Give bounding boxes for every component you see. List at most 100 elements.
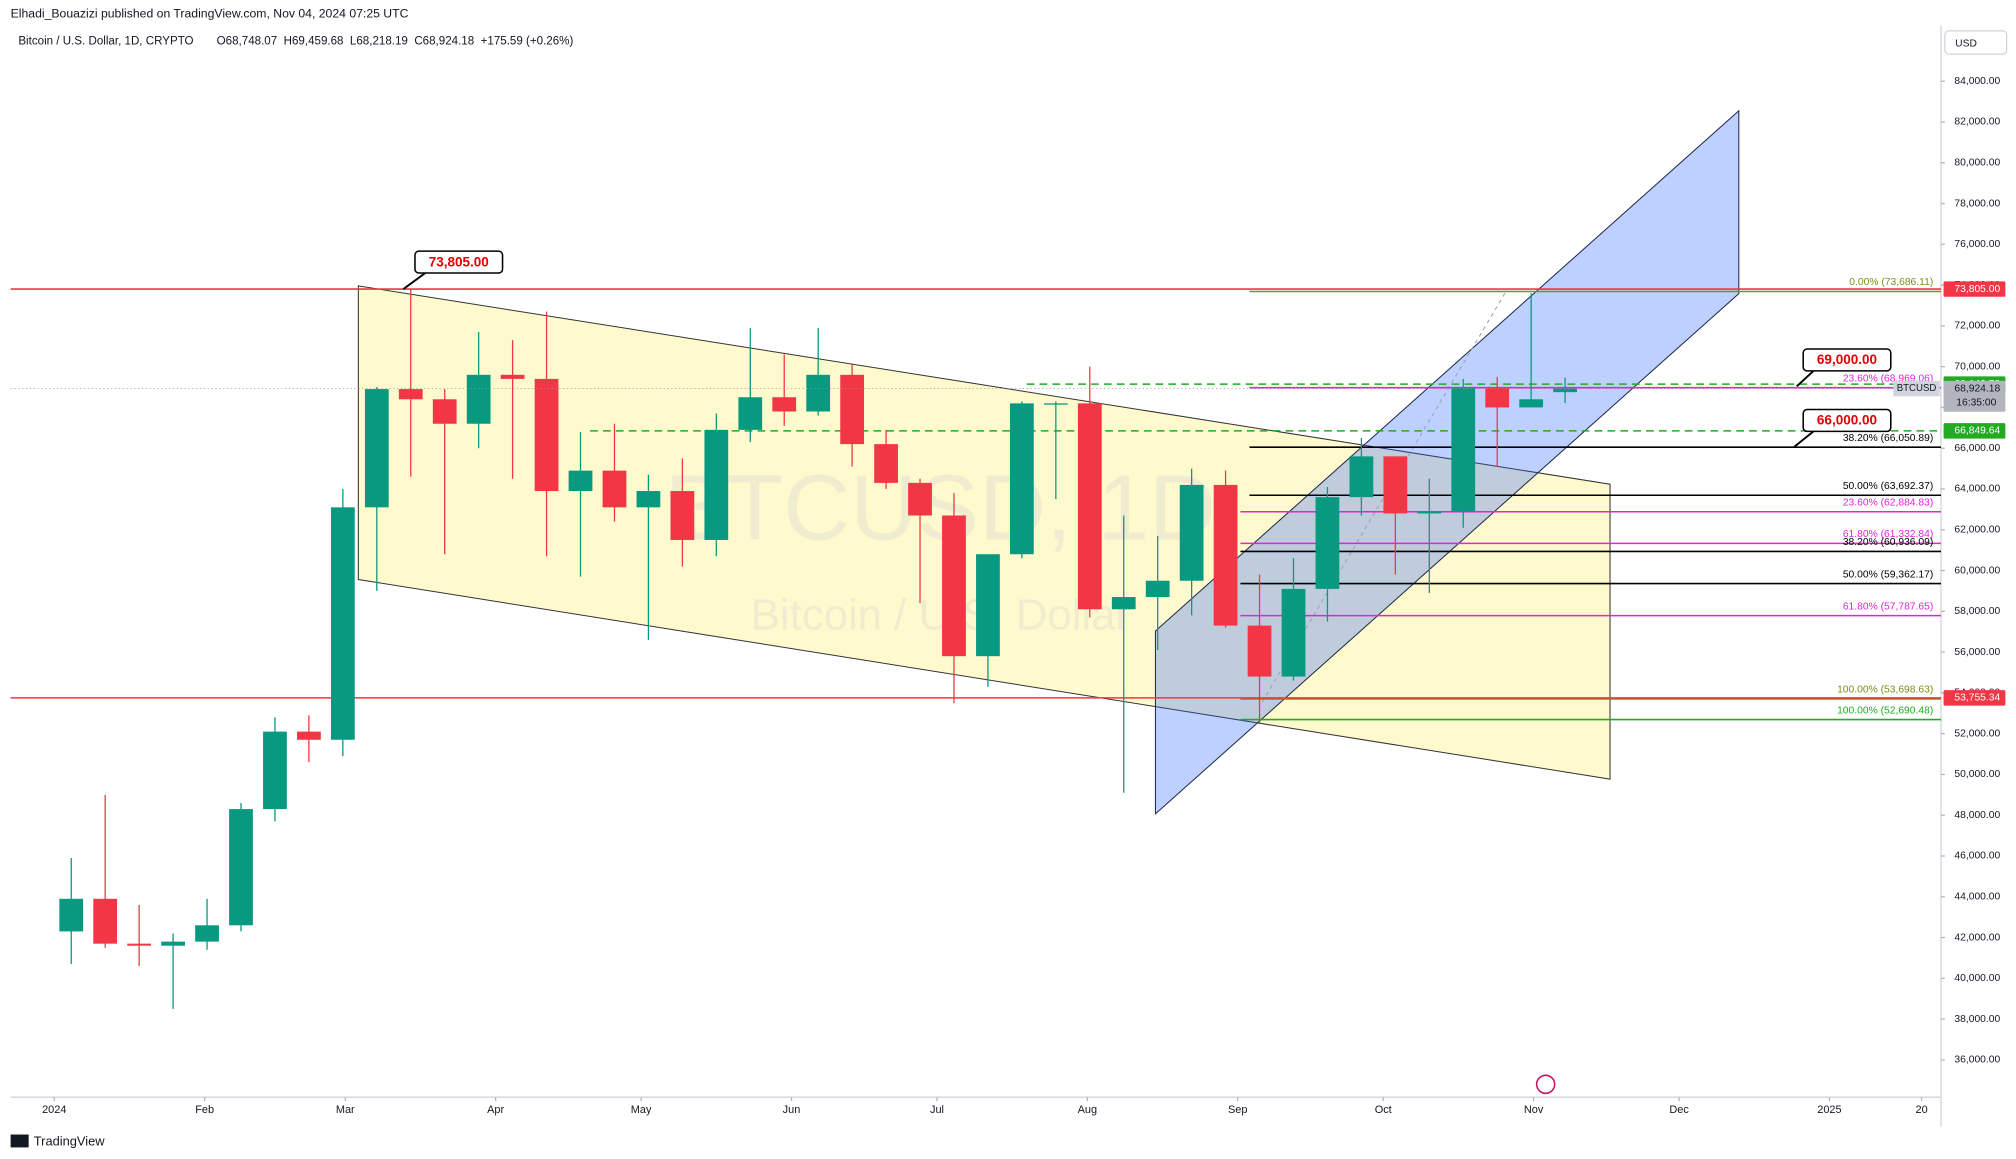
candle-body	[432, 399, 457, 424]
y-tick-label: 78,000.00	[1954, 198, 2000, 209]
price-badge	[1943, 281, 2006, 297]
candle-body	[1349, 456, 1374, 498]
y-tick-label: 80,000.00	[1954, 157, 2000, 168]
candle-body	[364, 389, 389, 508]
candle-body	[1179, 484, 1204, 581]
logo	[10, 1134, 29, 1148]
news-icon[interactable]	[1535, 1074, 1556, 1095]
last-price-badge	[1943, 380, 2006, 412]
y-tick-label: 72,000.00	[1954, 321, 2000, 332]
x-tick-label: Apr	[487, 1104, 504, 1116]
fib-label: 100.00% (53,698.63)	[1837, 685, 1933, 696]
price-badge	[1943, 690, 2006, 706]
y-tick-label: 42,000.00	[1954, 932, 2000, 943]
x-tick-label: Nov	[1524, 1104, 1544, 1116]
candle-body	[1009, 403, 1034, 555]
candle-body	[398, 389, 423, 400]
candle-body	[602, 470, 627, 508]
x-tick-label: Dec	[1669, 1104, 1689, 1116]
candle-body	[93, 898, 118, 944]
candle-body	[976, 554, 1000, 657]
x-tick-label: Jun	[783, 1104, 801, 1116]
candle-body	[466, 374, 491, 424]
candle-body	[195, 925, 219, 942]
callout-box	[1802, 348, 1892, 372]
last-price-label: 68,924.18	[1954, 383, 2000, 394]
candle-body	[534, 378, 559, 492]
x-tick-label: Aug	[1078, 1104, 1097, 1116]
candle-body	[1077, 403, 1102, 610]
y-tick-label: 40,000.00	[1954, 973, 2000, 984]
fib-label: 61.80% (61,332.84)	[1843, 529, 1933, 540]
fib-label: 38.20% (66,050.89)	[1843, 433, 1933, 444]
callout-pointer	[1793, 430, 1815, 448]
y-tick-label: 64,000.00	[1954, 484, 2000, 495]
ohlc-value: +175.59 (+0.26%)	[481, 35, 574, 47]
fib-label: 50.00% (63,692.37)	[1843, 481, 1933, 492]
candle-body	[161, 941, 185, 946]
x-tick-label: 2025	[1817, 1104, 1841, 1116]
fib-label: 23.60% (62,884.83)	[1843, 497, 1933, 508]
y-tick-label: 50,000.00	[1954, 769, 2000, 780]
watermark-name: Bitcoin / U.S. Dollar	[751, 591, 1130, 640]
candle-body	[738, 397, 763, 430]
y-tick-label: 66,000.00	[1954, 443, 2000, 454]
candle-body	[1451, 387, 1476, 512]
candle-body	[297, 731, 321, 740]
y-tick-label: 84,000.00	[1954, 76, 2000, 87]
candle-body	[1111, 597, 1136, 610]
x-tick-label: 2024	[42, 1104, 66, 1116]
y-tick-label: 44,000.00	[1954, 891, 2000, 902]
callout-label: 66,000.00	[1817, 413, 1877, 428]
ohlc-value: L68,218.19	[350, 35, 408, 47]
candle-body	[1247, 625, 1272, 677]
x-tick-label: 20	[1916, 1104, 1928, 1116]
callout-label: 73,805.00	[429, 254, 489, 269]
candle-body	[942, 515, 966, 657]
candle-body	[1417, 511, 1442, 514]
ohlc-value: O68,748.07	[217, 35, 278, 47]
candle-body	[1213, 484, 1238, 626]
ohlc-value: H69,459.68	[284, 35, 344, 47]
y-tick-label: 58,000.00	[1954, 606, 2000, 617]
y-tick-label: 36,000.00	[1954, 1055, 2000, 1066]
ohlc-value: C68,924.18	[414, 35, 474, 47]
y-tick-label: 76,000.00	[1954, 239, 2000, 250]
candle-body	[229, 809, 253, 926]
candle-body	[636, 491, 661, 508]
y-tick-label: 70,000.00	[1954, 361, 2000, 372]
countdown: 16:35:00	[1956, 397, 1996, 408]
fib-label: 38.20% (60,936.09)	[1843, 537, 1933, 548]
y-tick-label: 56,000.00	[1954, 647, 2000, 658]
callout-pointer	[402, 272, 426, 290]
candle-body	[568, 470, 593, 492]
callout-box	[1802, 408, 1892, 433]
currency-button[interactable]	[1944, 30, 2008, 55]
footer-brand: TradingView	[34, 1134, 105, 1149]
callout-pointer	[1796, 370, 1815, 388]
candle-body	[908, 482, 932, 516]
published-line: Elhadi_Bouazizi published on TradingView…	[11, 6, 409, 20]
fib-label: 61.80% (57,787.65)	[1843, 601, 1933, 612]
x-tick-label: Mar	[336, 1104, 355, 1116]
candle-body	[330, 507, 355, 740]
candle-body	[1383, 456, 1408, 514]
candle-body	[670, 491, 695, 540]
candle-body	[772, 397, 797, 412]
y-tick-label: 82,000.00	[1954, 117, 2000, 128]
candle-body	[1145, 580, 1170, 598]
candle-body	[1043, 403, 1068, 405]
y-tick-label: 52,000.00	[1954, 728, 2000, 739]
callout-box	[414, 250, 504, 274]
x-tick-label: Oct	[1375, 1104, 1392, 1116]
candle-body	[806, 374, 831, 412]
price-badge-label: 66,849.64	[1954, 426, 2000, 437]
x-tick-label: Jul	[930, 1104, 944, 1116]
candle-body	[263, 731, 287, 810]
candle-body	[59, 898, 84, 932]
symbol-tag	[1893, 380, 1940, 397]
candle-body	[874, 444, 898, 483]
candle-body	[500, 374, 525, 379]
